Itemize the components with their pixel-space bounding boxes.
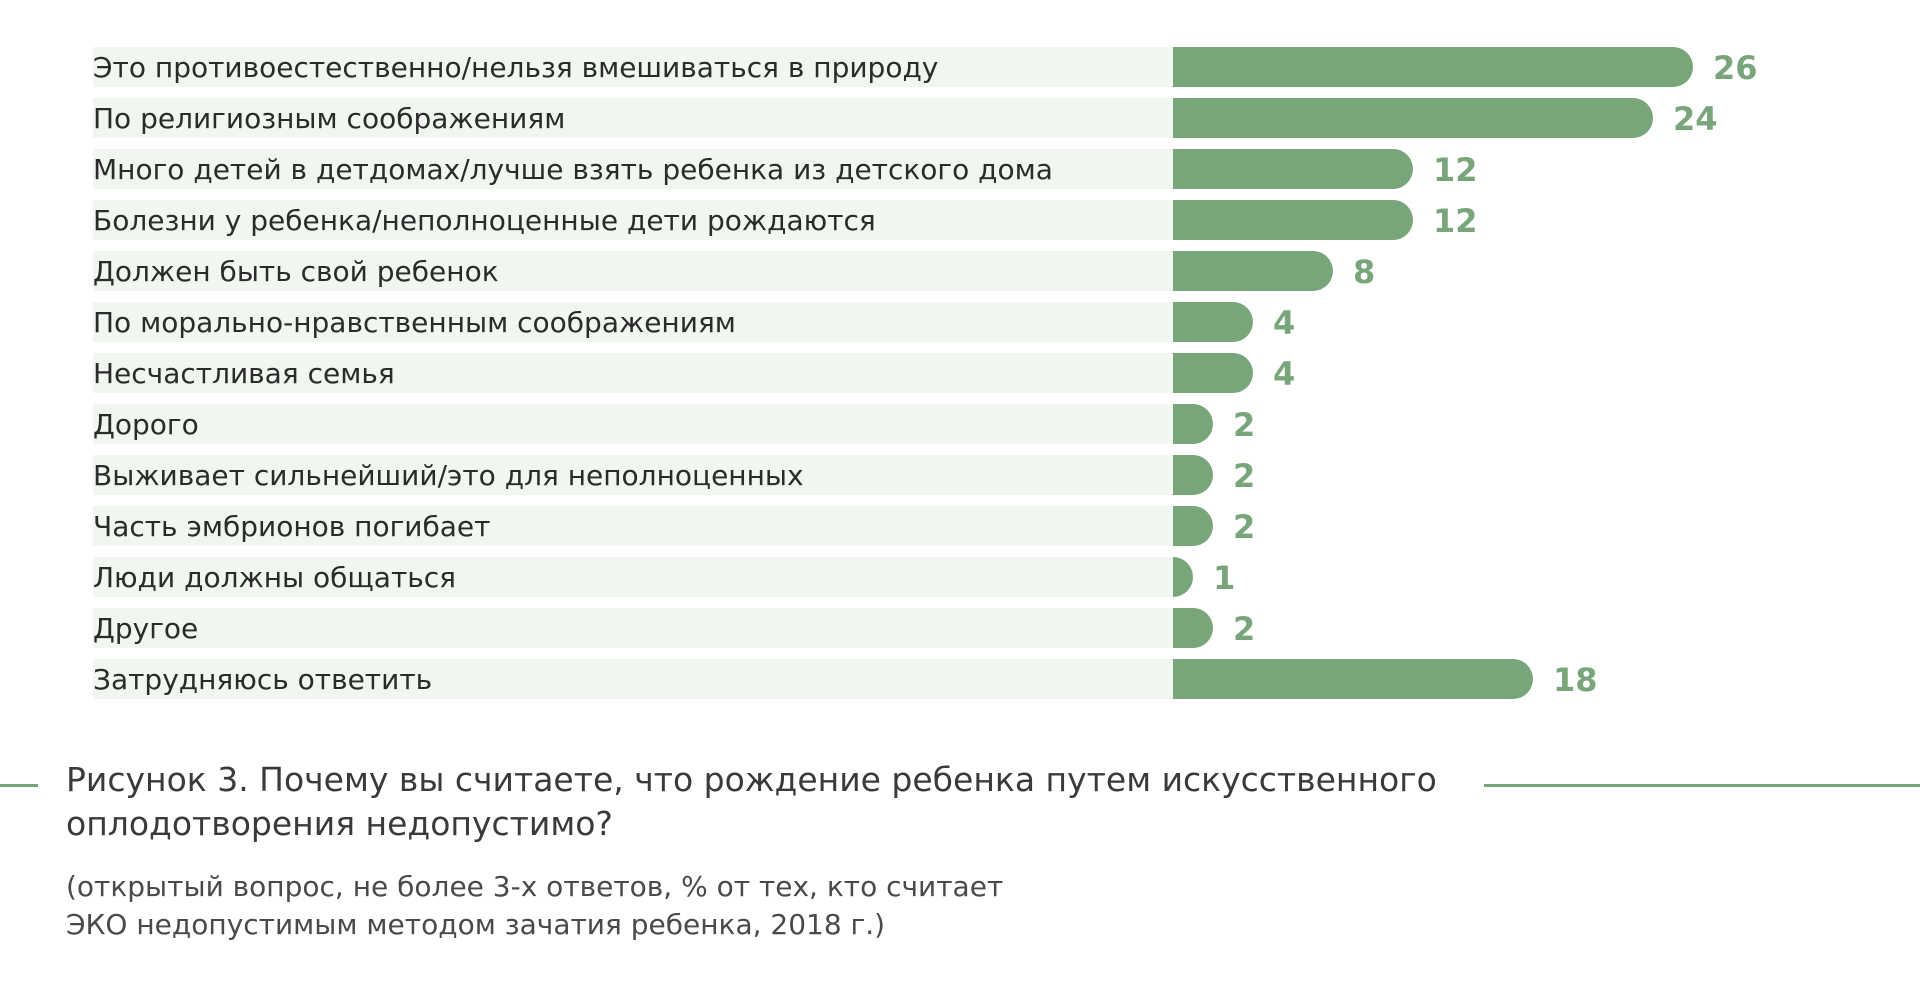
row-background	[93, 506, 1173, 546]
bar-row: Люди должны общаться 1	[93, 557, 1235, 597]
bar	[1173, 251, 1333, 291]
category-label: Дорого	[93, 408, 199, 441]
value-label: 2	[1233, 508, 1255, 546]
row-background	[93, 98, 1173, 138]
bar-row: Это противоестественно/нельзя вмешиватьс…	[93, 47, 1758, 87]
bar-row: Должен быть свой ребенок 8	[93, 251, 1375, 291]
bar	[1173, 149, 1413, 189]
figure-subtitle: (открытый вопрос, не более 3-х ответов, …	[66, 870, 1004, 941]
bar-row: Много детей в детдомах/лучше взять ребен…	[93, 149, 1478, 189]
value-label: 12	[1433, 151, 1478, 189]
value-label: 2	[1233, 610, 1255, 648]
category-label: Часть эмбрионов погибает	[93, 510, 490, 543]
value-label: 1	[1213, 559, 1235, 597]
bar-row: Затрудняюсь ответить 18	[93, 659, 1598, 699]
bar-row: Часть эмбрионов погибает 2	[93, 506, 1255, 546]
category-label: Должен быть свой ребенок	[93, 255, 499, 288]
bar	[1173, 47, 1693, 87]
caption-rule-right	[1484, 784, 1920, 787]
row-background	[93, 200, 1173, 240]
figure-title: Рисунок 3. Почему вы считаете, что рожде…	[66, 760, 1437, 843]
bar	[1173, 659, 1533, 699]
row-background	[93, 47, 1173, 87]
value-label: 12	[1433, 202, 1478, 240]
category-label: Люди должны общаться	[93, 561, 456, 594]
category-label: Это противоестественно/нельзя вмешиватьс…	[93, 51, 938, 84]
bar	[1173, 200, 1413, 240]
value-label: 18	[1553, 661, 1598, 699]
bar	[1173, 455, 1213, 495]
value-label: 2	[1233, 457, 1255, 495]
bar-row: Выживает сильнейший/это для неполноценны…	[93, 455, 1255, 495]
row-background	[93, 455, 1173, 495]
row-background	[93, 608, 1173, 648]
value-label: 2	[1233, 406, 1255, 444]
bar-row: По морально-нравственным соображениям 4	[93, 302, 1295, 342]
bar	[1173, 353, 1253, 393]
value-label: 4	[1273, 304, 1295, 342]
bar	[1173, 98, 1653, 138]
caption-rule-left	[0, 784, 38, 787]
bar-chart: Это противоестественно/нельзя вмешиватьс…	[93, 47, 1758, 699]
figure-caption: Рисунок 3. Почему вы считаете, что рожде…	[66, 758, 1466, 944]
row-background	[93, 251, 1173, 291]
category-label: По морально-нравственным соображениям	[93, 306, 736, 339]
value-label: 26	[1713, 49, 1758, 87]
category-label: Болезни у ребенка/неполноценные дети рож…	[93, 204, 876, 237]
category-label: По религиозным соображениям	[93, 102, 565, 135]
value-label: 4	[1273, 355, 1295, 393]
bar-row: Другое 2	[93, 608, 1255, 648]
category-label: Много детей в детдомах/лучше взять ребен…	[93, 153, 1053, 186]
value-label: 24	[1673, 100, 1718, 138]
row-background	[93, 149, 1173, 189]
category-label: Выживает сильнейший/это для неполноценны…	[93, 459, 804, 492]
row-background	[93, 404, 1173, 444]
category-label: Несчастливая семья	[93, 357, 395, 390]
bar-row: Дорого 2	[93, 404, 1255, 444]
category-label: Другое	[93, 612, 198, 645]
category-label: Затрудняюсь ответить	[93, 663, 432, 696]
bar	[1173, 302, 1253, 342]
row-background	[93, 302, 1173, 342]
row-background	[93, 557, 1173, 597]
bar	[1173, 608, 1213, 648]
value-label: 8	[1353, 253, 1375, 291]
bar-row: По религиозным соображениям 24	[93, 98, 1718, 138]
row-background	[93, 659, 1173, 699]
bar-row: Несчастливая семья 4	[93, 353, 1295, 393]
bar	[1173, 404, 1213, 444]
bar-row: Болезни у ребенка/неполноценные дети рож…	[93, 200, 1478, 240]
bar	[1173, 557, 1193, 597]
bar	[1173, 506, 1213, 546]
row-background	[93, 353, 1173, 393]
